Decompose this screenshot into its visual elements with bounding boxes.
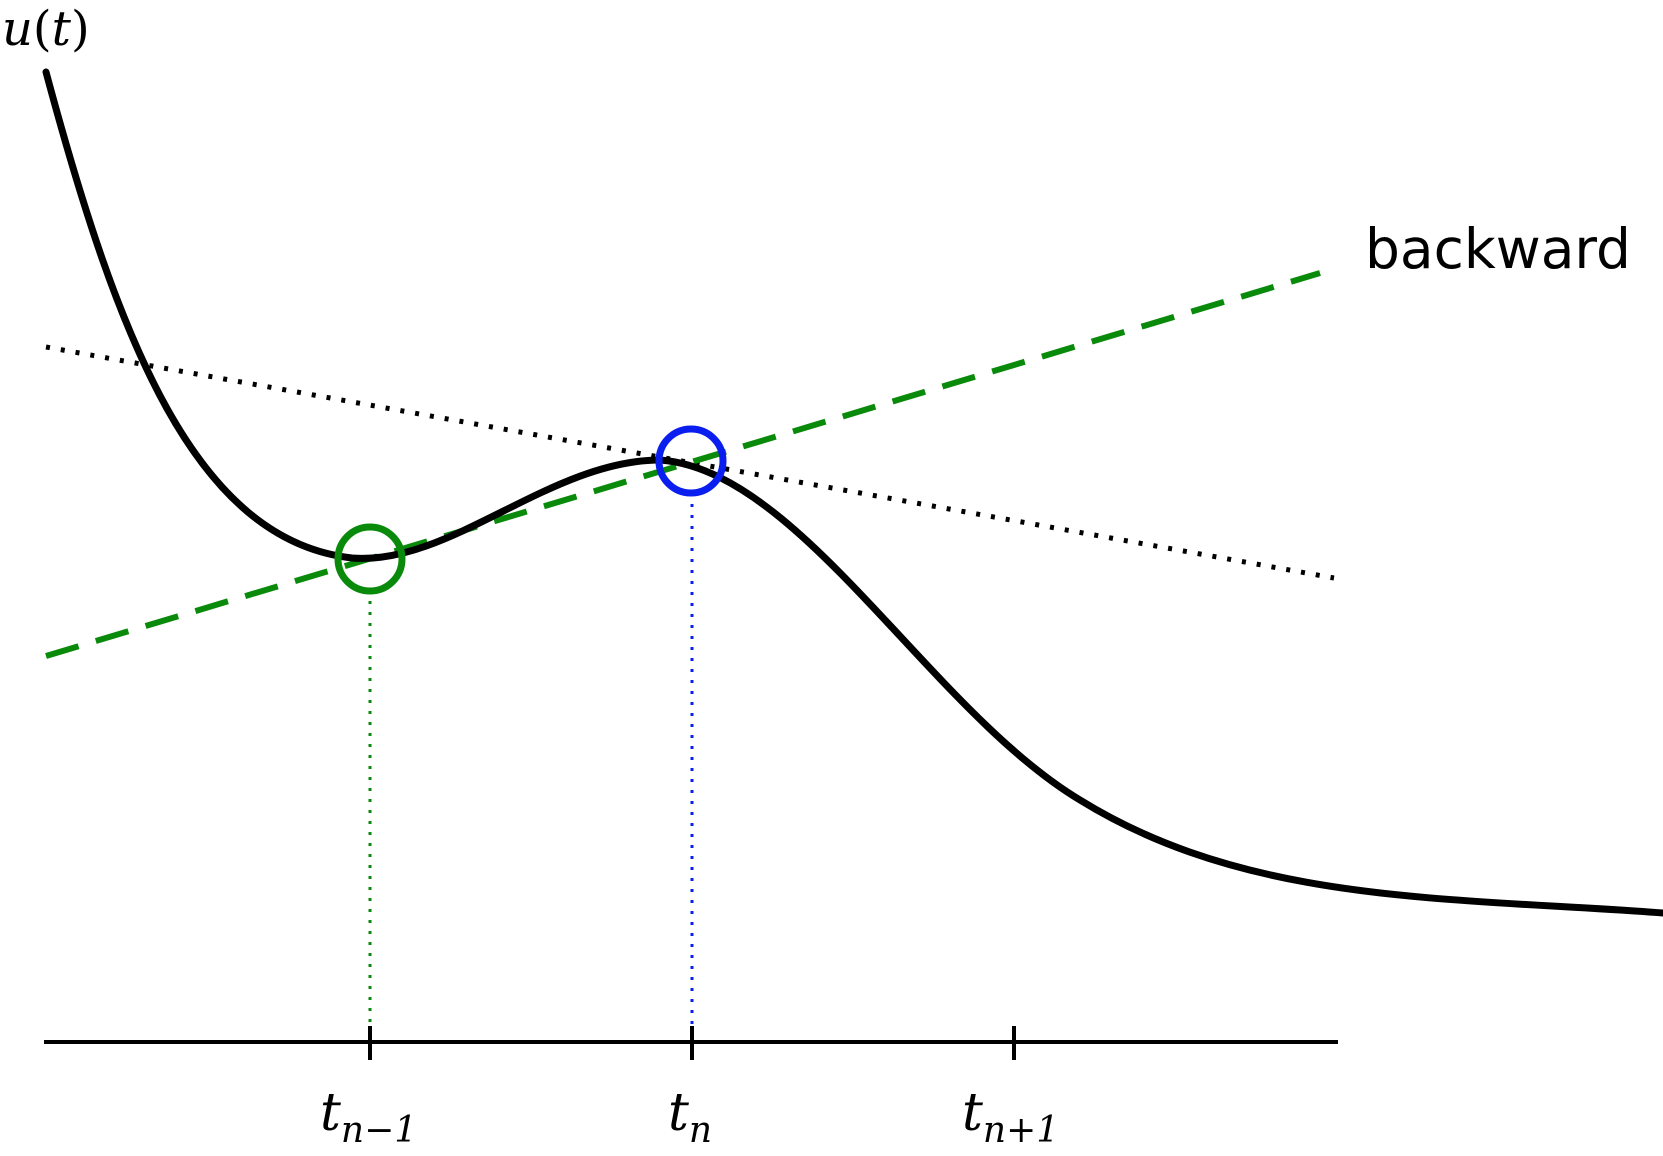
y-axis-label-close-paren: ) (71, 1, 90, 57)
tick-label-current-sub: n (689, 1110, 712, 1151)
y-axis-label: u(t) (2, 1, 90, 57)
backward-line-label: backward (1365, 217, 1631, 281)
y-axis-label-open-paren: ( (33, 1, 52, 57)
tick-label-next-base: t (962, 1083, 983, 1143)
tick-label-current: tn (668, 1083, 712, 1151)
y-axis-label-base: u (2, 1, 33, 57)
tick-label-previous-base: t (320, 1083, 341, 1143)
tick-label-previous: tn−1 (320, 1083, 417, 1151)
y-axis-label-arg: t (52, 1, 72, 57)
tick-label-previous-sub: n−1 (341, 1110, 417, 1151)
function-curve (42, 68, 1663, 917)
backward-difference-line (45, 270, 1321, 659)
point-current-marker (655, 425, 727, 497)
tick-label-next: tn+1 (962, 1083, 1059, 1151)
point-previous-marker (334, 523, 406, 595)
tick-label-next-sub: n+1 (983, 1110, 1059, 1151)
tick-label-current-base: t (668, 1083, 689, 1143)
